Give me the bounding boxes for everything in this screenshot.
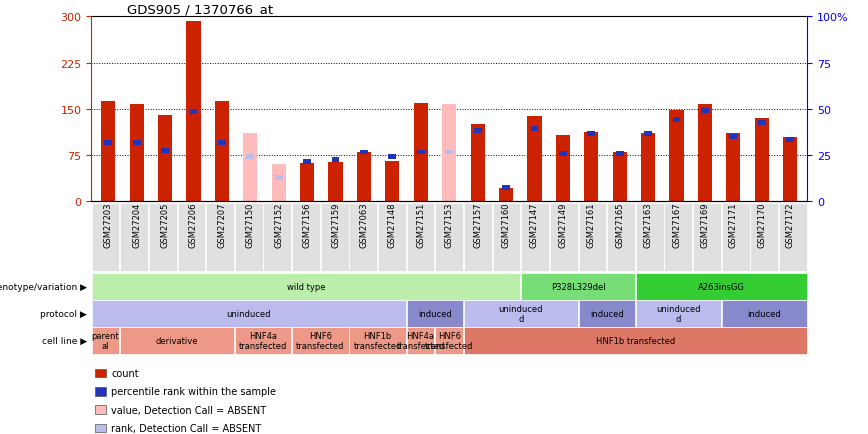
Bar: [673, 118, 681, 122]
Bar: [218, 141, 226, 146]
Bar: [502, 186, 510, 191]
Bar: [644, 132, 652, 137]
Bar: [360, 150, 368, 155]
Text: induced: induced: [418, 309, 451, 318]
Text: uninduced: uninduced: [227, 309, 271, 318]
Bar: [754, 119, 769, 202]
Text: induced: induced: [590, 309, 623, 318]
Bar: [758, 121, 766, 125]
Bar: [303, 159, 311, 164]
Bar: [417, 150, 424, 155]
Bar: [104, 141, 112, 146]
Bar: [786, 138, 794, 143]
Bar: [414, 103, 428, 202]
Bar: [101, 102, 115, 202]
Bar: [729, 135, 737, 140]
Bar: [442, 105, 457, 202]
Text: HNF1b transfected: HNF1b transfected: [595, 336, 675, 345]
Bar: [389, 155, 397, 160]
Bar: [272, 165, 286, 202]
Text: A263insGG: A263insGG: [698, 283, 745, 291]
Bar: [783, 137, 798, 202]
Bar: [559, 151, 567, 156]
Text: value, Detection Call = ABSENT: value, Detection Call = ABSENT: [111, 405, 266, 414]
Bar: [158, 116, 172, 202]
Bar: [243, 134, 258, 202]
Text: derivative: derivative: [156, 336, 198, 345]
Bar: [613, 153, 627, 202]
Bar: [247, 155, 254, 160]
Text: induced: induced: [747, 309, 781, 318]
Text: HNF4a
transfected: HNF4a transfected: [397, 331, 444, 350]
Text: HNF6
transfected: HNF6 transfected: [296, 331, 345, 350]
Text: uninduced
d: uninduced d: [498, 304, 543, 323]
Text: rank, Detection Call = ABSENT: rank, Detection Call = ABSENT: [111, 423, 261, 433]
Bar: [727, 134, 740, 202]
Bar: [474, 128, 482, 134]
Bar: [300, 164, 314, 202]
Bar: [189, 110, 197, 115]
Bar: [584, 133, 598, 202]
Text: P328L329del: P328L329del: [551, 283, 605, 291]
Text: percentile rank within the sample: percentile rank within the sample: [111, 387, 276, 396]
Bar: [499, 188, 513, 202]
Text: GDS905 / 1370766_at: GDS905 / 1370766_at: [127, 3, 273, 16]
Text: protocol ▶: protocol ▶: [40, 309, 87, 318]
Bar: [161, 149, 169, 154]
Bar: [641, 134, 655, 202]
Bar: [615, 151, 623, 156]
Bar: [530, 127, 538, 132]
Bar: [187, 22, 201, 202]
Text: count: count: [111, 368, 139, 378]
Bar: [445, 150, 453, 155]
Bar: [698, 105, 712, 202]
Bar: [129, 105, 144, 202]
Bar: [133, 141, 141, 146]
Bar: [588, 132, 595, 137]
Bar: [556, 135, 570, 202]
Text: cell line ▶: cell line ▶: [42, 336, 87, 345]
Bar: [275, 176, 283, 181]
Bar: [669, 111, 684, 202]
Bar: [332, 158, 339, 162]
Text: HNF4a
transfected: HNF4a transfected: [239, 331, 287, 350]
Bar: [328, 163, 343, 202]
Bar: [528, 117, 542, 202]
Text: wild type: wild type: [286, 283, 326, 291]
Text: genotype/variation ▶: genotype/variation ▶: [0, 283, 87, 291]
Text: HNF6
transfected: HNF6 transfected: [425, 331, 473, 350]
Bar: [214, 102, 229, 202]
Text: parent
al: parent al: [92, 331, 119, 350]
Bar: [701, 108, 709, 113]
Bar: [357, 153, 371, 202]
Bar: [470, 125, 484, 202]
Bar: [385, 162, 399, 202]
Text: uninduced
d: uninduced d: [656, 304, 700, 323]
Text: HNF1b
transfected: HNF1b transfected: [353, 331, 402, 350]
